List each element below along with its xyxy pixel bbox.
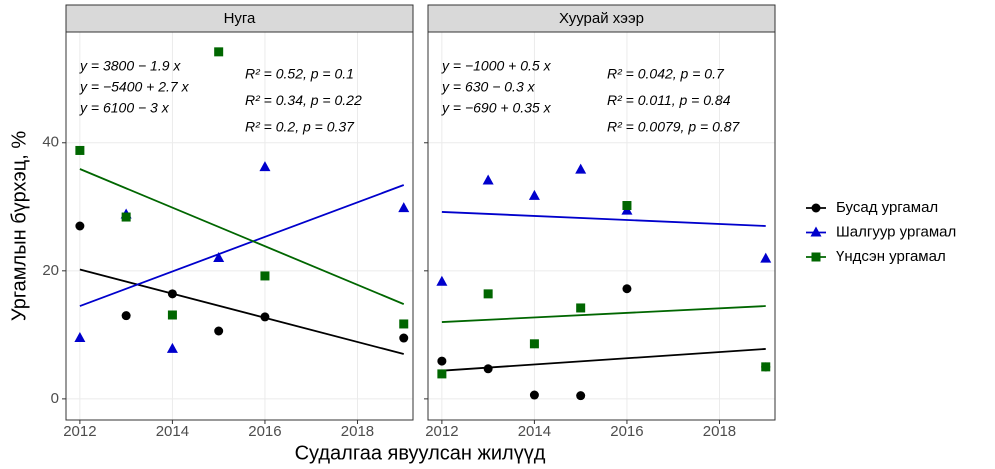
- point: [436, 275, 448, 286]
- fit-line: [79, 268, 404, 355]
- point: [214, 47, 224, 57]
- fit-line: [79, 168, 405, 305]
- point: [166, 342, 178, 353]
- point: [760, 252, 772, 263]
- strip: [427, 4, 776, 33]
- point: [75, 145, 85, 155]
- legend-marker: [810, 226, 822, 237]
- point: [74, 332, 86, 343]
- point: [213, 252, 225, 263]
- point: [622, 284, 632, 294]
- legend-label: Бусад ургамал: [836, 199, 938, 216]
- equation: y = 6100 − 3 x: [79, 100, 170, 116]
- legend-marker: [811, 203, 821, 213]
- x-tick-label: 2014: [518, 423, 551, 440]
- stats: R² = 0.34, p = 0.22: [245, 92, 362, 108]
- point: [214, 326, 224, 336]
- point: [761, 362, 771, 372]
- legend-label: Үндсэн ургамал: [836, 248, 946, 265]
- y-tick-label: 40: [42, 134, 59, 151]
- equation: y = 3800 − 1.9 x: [79, 58, 181, 74]
- panel: [428, 32, 775, 420]
- stats: R² = 0.042, p = 0.7: [607, 66, 725, 82]
- point: [528, 189, 540, 200]
- x-tick-label: 2014: [156, 423, 189, 440]
- point: [121, 212, 131, 222]
- point: [167, 310, 177, 320]
- equation: y = 630 − 0.3 x: [441, 79, 536, 95]
- point: [483, 364, 493, 374]
- point: [399, 333, 409, 343]
- stats: R² = 0.52, p = 0.1: [245, 66, 354, 82]
- point: [483, 289, 493, 299]
- point: [121, 311, 131, 321]
- point: [482, 174, 494, 185]
- point: [260, 271, 270, 281]
- point: [529, 390, 539, 400]
- point: [167, 289, 177, 299]
- strip-label: Нуга: [224, 10, 256, 27]
- x-tick-label: 2016: [248, 423, 281, 440]
- stats: R² = 0.0079, p = 0.87: [607, 119, 741, 135]
- x-axis-label: Судалгаа явуулсан жилүүд: [295, 442, 546, 464]
- point: [576, 391, 586, 401]
- panel-border: [427, 31, 776, 421]
- panel-border: [65, 31, 414, 421]
- y-tick-label: 0: [51, 390, 59, 407]
- fit-line: [441, 348, 766, 372]
- fit-line: [441, 305, 766, 323]
- legend-marker: [811, 252, 821, 262]
- point: [260, 312, 270, 322]
- fit-line: [441, 211, 766, 227]
- point: [398, 202, 410, 213]
- strip: [65, 4, 414, 33]
- point: [622, 201, 632, 211]
- strip-label: Хуурай хээр: [559, 10, 644, 27]
- point: [437, 369, 447, 379]
- stats: R² = 0.011, p = 0.84: [607, 92, 731, 108]
- equation: y = −5400 + 2.7 x: [79, 79, 190, 95]
- point: [75, 221, 85, 231]
- x-tick-label: 2018: [341, 423, 374, 440]
- x-tick-label: 2012: [63, 423, 96, 440]
- point: [399, 319, 409, 329]
- point: [575, 163, 587, 174]
- equation: y = −1000 + 0.5 x: [441, 58, 552, 74]
- point: [529, 339, 539, 349]
- legend-label: Шалгуур ургамал: [836, 223, 956, 240]
- stats: R² = 0.2, p = 0.37: [245, 119, 355, 135]
- panel: [66, 32, 413, 420]
- y-axis-label: Ургамлын бүрхэц, %: [8, 131, 30, 321]
- point: [259, 161, 271, 172]
- equation: y = −690 + 0.35 x: [441, 100, 552, 116]
- point: [437, 356, 447, 366]
- point: [576, 303, 586, 313]
- x-tick-label: 2018: [703, 423, 736, 440]
- x-tick-label: 2016: [610, 423, 643, 440]
- fit-line: [79, 184, 405, 307]
- y-tick-label: 20: [42, 262, 59, 279]
- x-tick-label: 2012: [425, 423, 458, 440]
